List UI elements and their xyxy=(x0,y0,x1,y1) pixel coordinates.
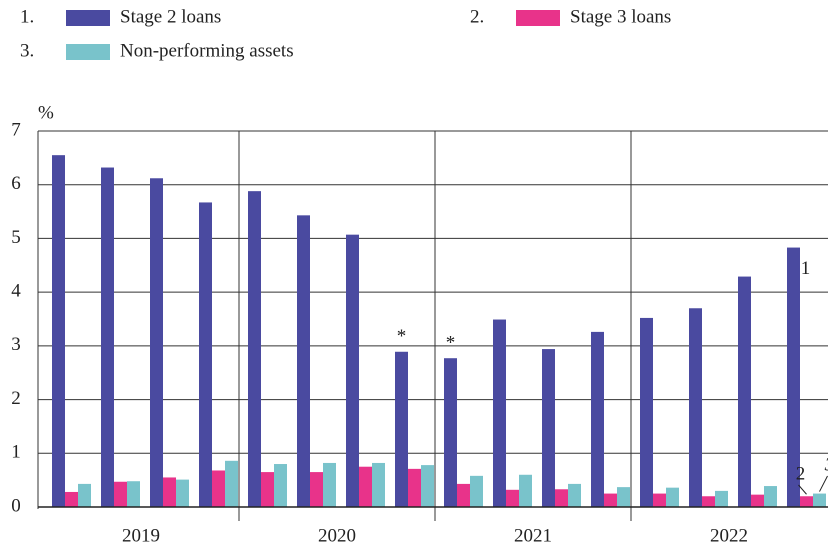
leader-line xyxy=(819,475,828,492)
bar xyxy=(715,490,728,507)
bar xyxy=(444,358,457,507)
bar xyxy=(604,493,617,507)
legend-swatch xyxy=(516,10,560,26)
bar xyxy=(176,479,189,507)
legend-swatch xyxy=(66,10,110,26)
legend-label: Stage 3 loans xyxy=(570,6,671,27)
bar xyxy=(199,202,212,507)
y-unit: % xyxy=(38,102,54,123)
legend-label: Stage 2 loans xyxy=(120,6,221,27)
y-tick-label: 6 xyxy=(11,173,21,194)
bar xyxy=(52,155,65,507)
y-tick-label: 5 xyxy=(11,227,21,248)
y-tick-label: 3 xyxy=(11,334,21,355)
bar xyxy=(493,319,506,507)
bar xyxy=(274,464,287,507)
bar xyxy=(346,234,359,507)
bar xyxy=(101,167,114,508)
bar xyxy=(470,475,483,507)
bar xyxy=(764,486,777,507)
bar xyxy=(506,489,519,507)
bar xyxy=(787,247,800,507)
leader-line xyxy=(798,484,807,495)
legend-number: 1. xyxy=(20,6,34,27)
x-group-label: 2022 xyxy=(710,525,748,546)
bar xyxy=(666,487,679,507)
bar xyxy=(555,489,568,507)
series-end-label: 3 xyxy=(824,454,828,475)
y-tick-label: 4 xyxy=(11,281,21,302)
y-tick-label: 2 xyxy=(11,388,21,409)
y-tick-label: 0 xyxy=(11,495,21,516)
bar xyxy=(751,494,764,507)
bar xyxy=(640,317,653,507)
bar xyxy=(225,460,238,507)
x-group-label: 2019 xyxy=(122,525,160,546)
bar xyxy=(248,191,261,507)
bar xyxy=(372,462,385,507)
bar xyxy=(127,481,140,507)
bar xyxy=(150,178,163,508)
bar xyxy=(653,493,666,507)
bar xyxy=(568,483,581,507)
bar xyxy=(297,215,310,507)
bar xyxy=(310,472,323,507)
bar xyxy=(65,491,78,507)
bar xyxy=(519,474,532,507)
y-tick-label: 7 xyxy=(11,119,21,140)
bar xyxy=(78,483,91,507)
series-end-label: 2 xyxy=(796,463,806,484)
y-tick-label: 1 xyxy=(11,442,21,463)
bar xyxy=(689,308,702,507)
bar xyxy=(114,481,127,507)
legend-swatch xyxy=(66,44,110,60)
legend-label: Non-performing assets xyxy=(120,40,294,61)
series-end-label: 1 xyxy=(801,258,811,279)
bar xyxy=(738,276,751,507)
x-group-label: 2020 xyxy=(318,525,356,546)
bar xyxy=(702,496,715,507)
bar xyxy=(617,487,630,507)
bar xyxy=(421,465,434,507)
bar xyxy=(408,468,421,507)
x-group-label: 2021 xyxy=(514,525,552,546)
bar xyxy=(542,349,555,507)
legend-number: 2. xyxy=(470,6,484,27)
bar xyxy=(323,462,336,507)
bar xyxy=(457,483,470,507)
annotation: * xyxy=(397,326,407,347)
bar xyxy=(163,477,176,507)
legend-number: 3. xyxy=(20,40,34,61)
bar xyxy=(591,331,604,507)
bar xyxy=(212,470,225,507)
bar xyxy=(395,351,408,507)
bar xyxy=(800,496,813,507)
bar xyxy=(813,493,826,507)
bar xyxy=(359,466,372,507)
annotation: * xyxy=(446,333,456,354)
bar xyxy=(261,472,274,507)
